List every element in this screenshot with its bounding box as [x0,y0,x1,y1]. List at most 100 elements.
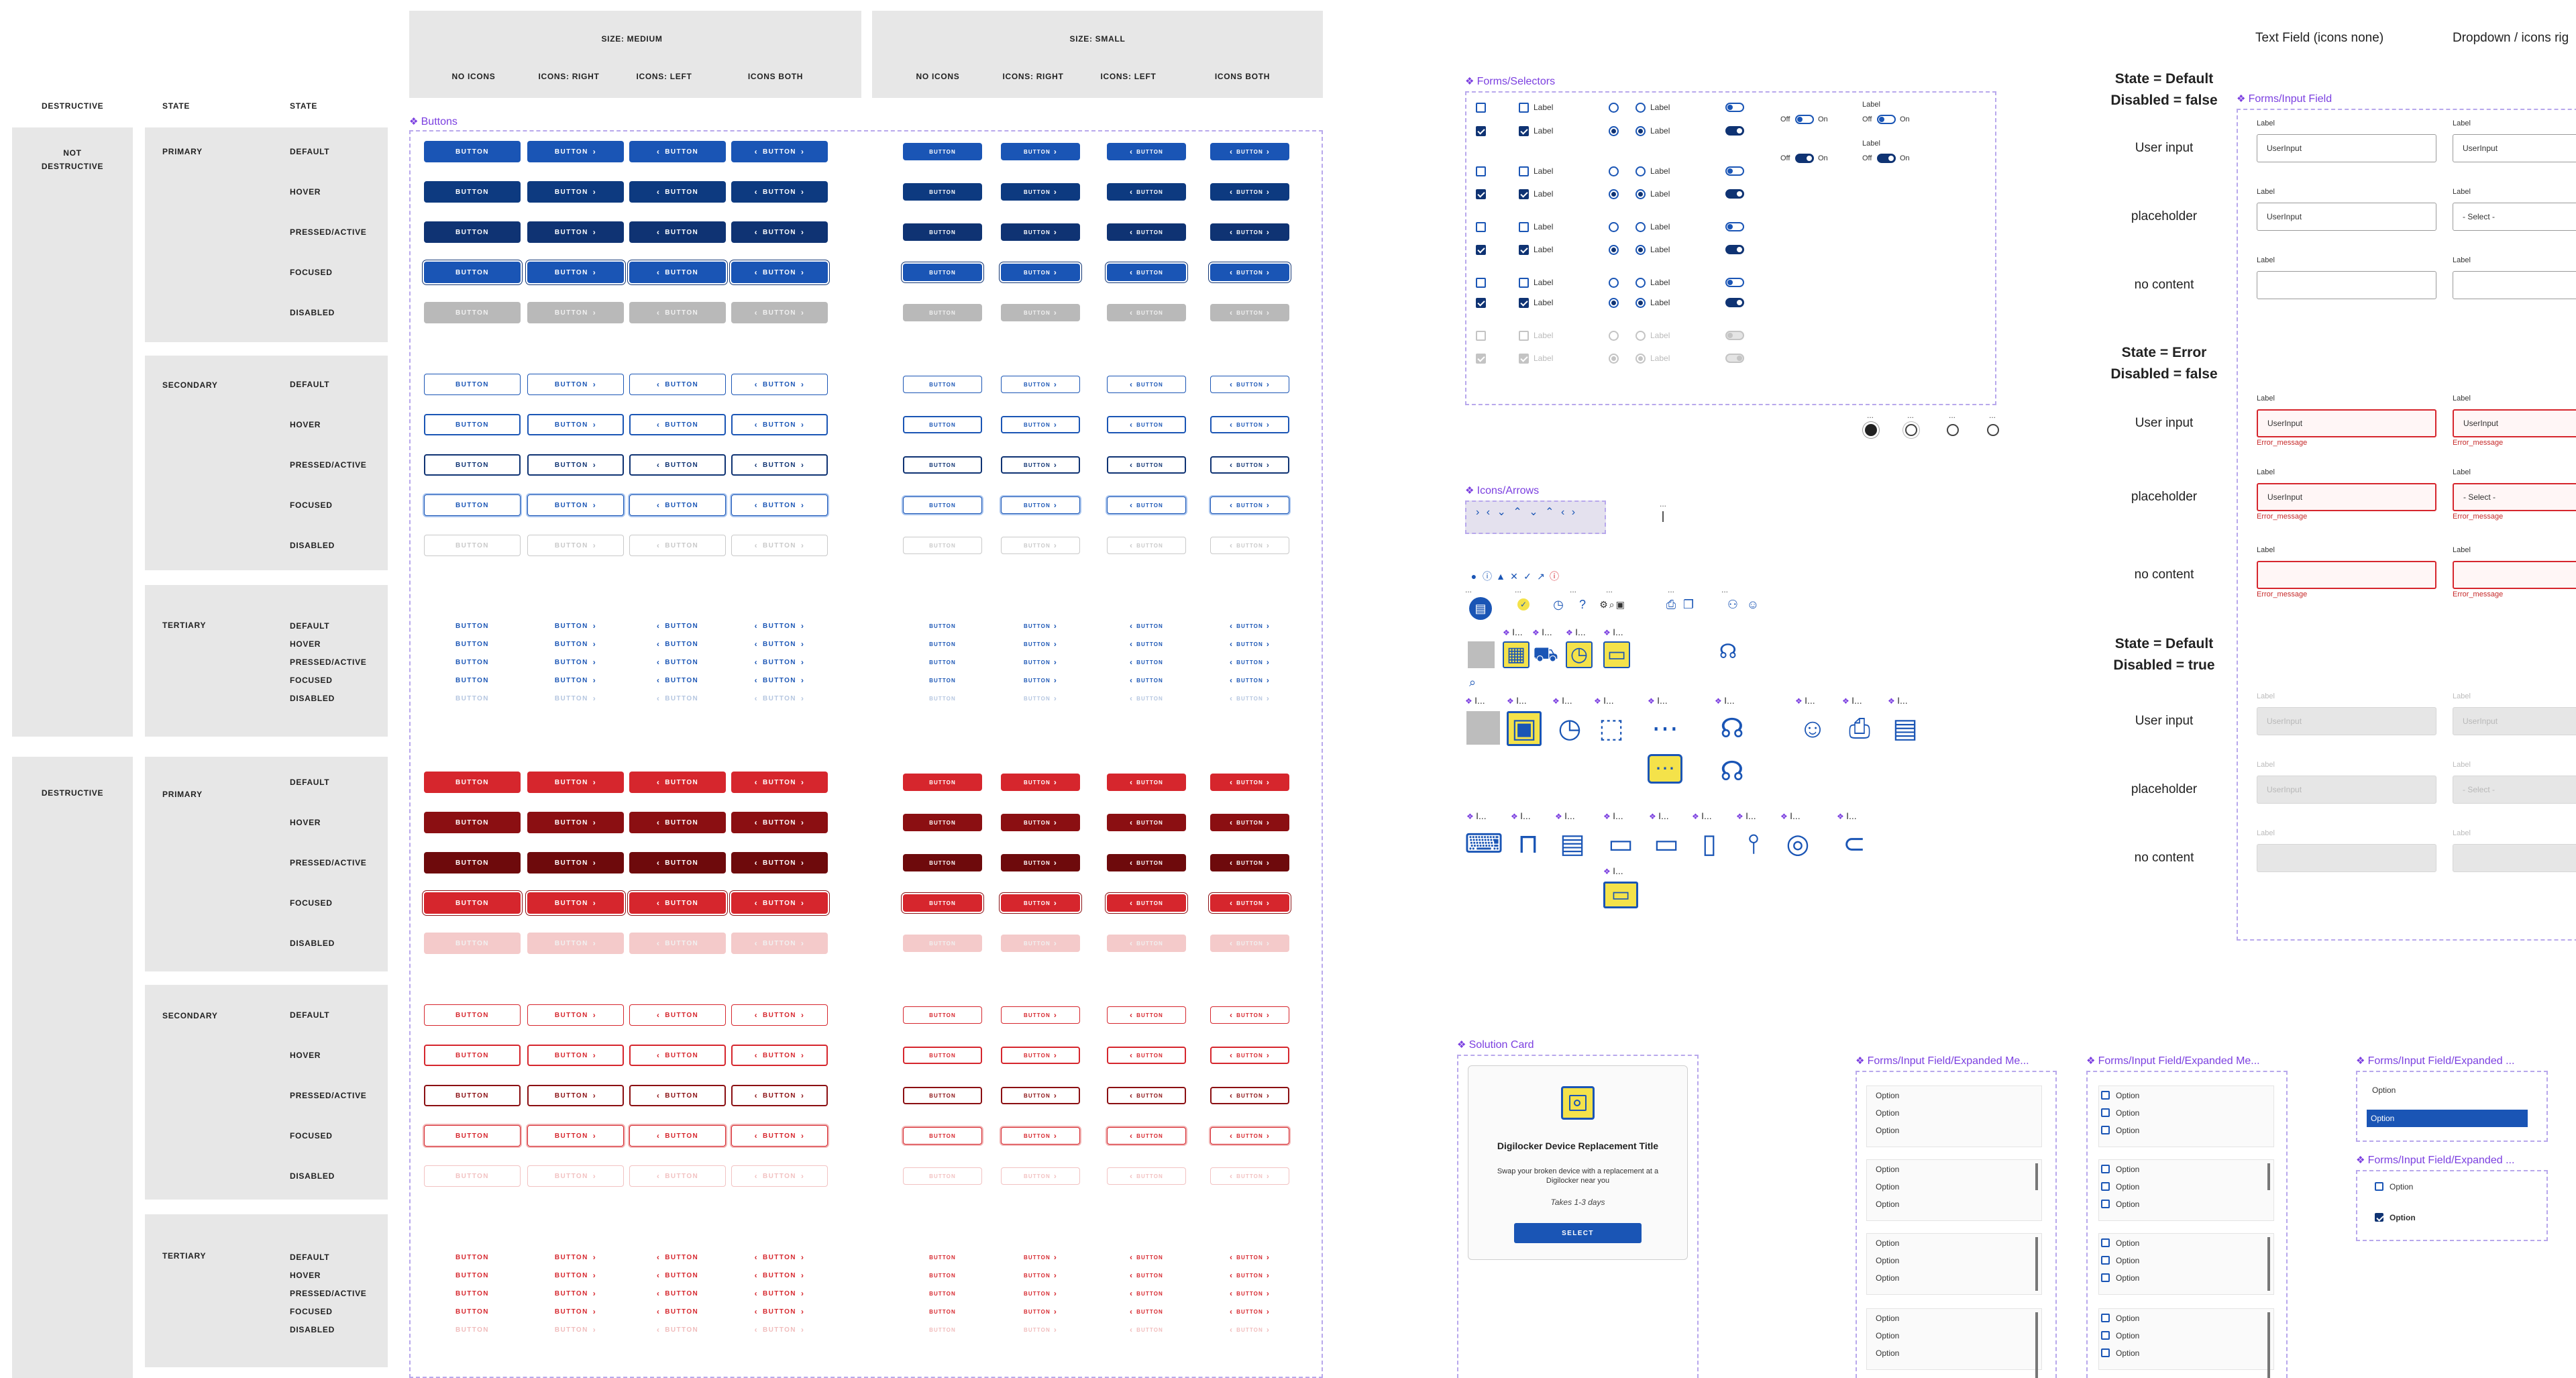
button-blue-outline-s-s1-c3[interactable]: ‹ BUTTON › [1210,416,1289,433]
button-red-outline-s-s1-c1[interactable]: BUTTON › [1001,1047,1080,1064]
checkbox-labeled-3-0[interactable] [1519,278,1529,288]
radio-labeled-0-0[interactable] [1635,103,1646,113]
radio-standalone-0-0[interactable] [1609,103,1619,113]
button-red-outline-m-s1-c0[interactable]: BUTTON [424,1045,521,1066]
button-red-outline-m-s1-c3[interactable]: ‹ BUTTON › [731,1045,828,1066]
button-blue-filled-m-s1-c3[interactable]: ‹ BUTTON › [731,181,828,203]
button-red-text-m-s2-c2[interactable]: ‹ BUTTON [629,1288,726,1299]
button-blue-outline-m-s3-c2[interactable]: ‹ BUTTON [629,494,726,516]
solution-card[interactable]: Digilocker Device Replacement Title Swap… [1468,1065,1688,1260]
button-blue-outline-s-s2-c0[interactable]: BUTTON [903,456,982,474]
button-red-outline-s-s3-c3[interactable]: ‹ BUTTON › [1210,1127,1289,1145]
radio-standalone-2-1[interactable] [1609,245,1619,255]
text-field-4[interactable]: UserInput [2257,483,2436,511]
button-red-filled-m-s2-c0[interactable]: BUTTON [424,852,521,873]
checkbox-labeled-2-1[interactable] [1519,245,1529,255]
button-blue-filled-m-s0-c1[interactable]: BUTTON › [527,141,624,162]
button-red-filled-m-s1-c2[interactable]: ‹ BUTTON [629,812,726,833]
card-select-button[interactable]: SELECT [1514,1223,1642,1243]
button-red-filled-m-s3-c3[interactable]: ‹ BUTTON › [731,892,828,914]
checkbox-standalone-0-1[interactable] [1476,126,1486,136]
button-red-filled-m-s3-c1[interactable]: BUTTON › [527,892,624,914]
button-blue-text-s-s0-c0[interactable]: BUTTON [903,621,982,631]
menu-option-a0-0[interactable]: Option [1876,1091,1900,1100]
menu-checkbox-b0-2[interactable] [2101,1126,2110,1134]
button-red-filled-s-s3-c2[interactable]: ‹ BUTTON [1107,894,1186,912]
labeled-toggle-0[interactable] [1795,115,1814,124]
button-red-filled-s-s1-c3[interactable]: ‹ BUTTON › [1210,814,1289,831]
text-field-5[interactable] [2257,561,2436,589]
button-blue-filled-s-s0-c2[interactable]: ‹ BUTTON [1107,143,1186,160]
button-blue-outline-m-s3-c3[interactable]: ‹ BUTTON › [731,494,828,516]
dropdown-field-3[interactable]: UserInput [2453,409,2576,437]
button-blue-text-m-s0-c3[interactable]: ‹ BUTTON › [731,621,828,631]
button-red-outline-s-s3-c1[interactable]: BUTTON › [1001,1127,1080,1145]
button-red-outline-s-s2-c0[interactable]: BUTTON [903,1087,982,1104]
button-red-outline-m-s1-c2[interactable]: ‹ BUTTON [629,1045,726,1066]
menu-option-a0-1[interactable]: Option [1876,1108,1900,1118]
text-field-0[interactable]: UserInput [2257,134,2436,162]
button-blue-filled-s-s3-c3[interactable]: ‹ BUTTON › [1210,264,1289,281]
menu-option-b1-2[interactable]: Option [2116,1200,2140,1209]
button-red-text-m-s0-c0[interactable]: BUTTON [424,1252,521,1263]
checkbox-standalone-2-1[interactable] [1476,245,1486,255]
button-red-filled-m-s0-c1[interactable]: BUTTON › [527,772,624,793]
button-blue-filled-s-s2-c1[interactable]: BUTTON › [1001,223,1080,241]
dropdown-field-4[interactable]: - Select - [2453,483,2576,511]
button-blue-outline-s-s3-c1[interactable]: BUTTON › [1001,496,1080,514]
button-blue-filled-s-s1-c3[interactable]: ‹ BUTTON › [1210,183,1289,201]
menu-option-b0-1[interactable]: Option [2116,1108,2140,1118]
button-blue-text-s-s3-c2[interactable]: ‹ BUTTON [1107,675,1186,686]
button-blue-filled-s-s3-c1[interactable]: BUTTON › [1001,264,1080,281]
button-blue-text-m-s2-c1[interactable]: BUTTON › [527,657,624,668]
dropdown-field-0[interactable]: UserInput [2453,134,2576,162]
button-blue-outline-s-s3-c3[interactable]: ‹ BUTTON › [1210,496,1289,514]
menu-scrollbar-b2[interactable] [2267,1237,2270,1291]
menu-checkbox-b3-0[interactable] [2101,1314,2110,1322]
menu-checkbox-b1-0[interactable] [2101,1165,2110,1173]
button-blue-outline-s-s2-c1[interactable]: BUTTON › [1001,456,1080,474]
menu-checkbox-d1[interactable] [2375,1213,2383,1222]
text-field-2[interactable] [2257,271,2436,299]
button-red-filled-m-s2-c1[interactable]: BUTTON › [527,852,624,873]
button-red-outline-m-s2-c3[interactable]: ‹ BUTTON › [731,1085,828,1106]
menu-checkbox-b0-0[interactable] [2101,1091,2110,1100]
toggle-1-1[interactable] [1725,189,1744,199]
menu-option-a3-2[interactable]: Option [1876,1348,1900,1358]
button-blue-text-m-s0-c1[interactable]: BUTTON › [527,621,624,631]
text-field-3[interactable]: UserInput [2257,409,2436,437]
menu-option-b2-2[interactable]: Option [2116,1273,2140,1283]
button-red-text-s-s3-c3[interactable]: ‹ BUTTON › [1210,1306,1289,1317]
button-blue-text-s-s1-c0[interactable]: BUTTON [903,639,982,649]
button-red-filled-s-s1-c2[interactable]: ‹ BUTTON [1107,814,1186,831]
button-red-text-s-s0-c2[interactable]: ‹ BUTTON [1107,1252,1186,1263]
button-blue-filled-s-s2-c3[interactable]: ‹ BUTTON › [1210,223,1289,241]
button-red-outline-s-s3-c0[interactable]: BUTTON [903,1127,982,1145]
menu-scrollbar-a1[interactable] [2035,1163,2038,1190]
button-blue-filled-m-s0-c2[interactable]: ‹ BUTTON [629,141,726,162]
text-field-1[interactable]: UserInput [2257,203,2436,231]
menu-option-a3-1[interactable]: Option [1876,1331,1900,1340]
menu-option-a0-2[interactable]: Option [1876,1126,1900,1135]
button-red-outline-s-s3-c2[interactable]: ‹ BUTTON [1107,1127,1186,1145]
button-blue-filled-s-s0-c1[interactable]: BUTTON › [1001,143,1080,160]
radio-labeled-1-0[interactable] [1635,166,1646,176]
button-blue-text-s-s2-c1[interactable]: BUTTON › [1001,657,1080,668]
button-blue-filled-m-s1-c2[interactable]: ‹ BUTTON [629,181,726,203]
button-red-filled-s-s0-c2[interactable]: ‹ BUTTON [1107,774,1186,791]
menu-option-d0[interactable]: Option [2390,1182,2414,1191]
menu-option-b3-0[interactable]: Option [2116,1314,2140,1323]
menu-option-a2-0[interactable]: Option [1876,1238,1900,1248]
pagination-dot-3[interactable] [1947,424,1959,436]
menu-checkbox-b1-1[interactable] [2101,1182,2110,1191]
dropdown-field-1[interactable]: - Select - [2453,203,2576,231]
menu-option-a1-2[interactable]: Option [1876,1200,1900,1209]
checkbox-standalone-0-0[interactable] [1476,103,1486,113]
menu-option-a1-0[interactable]: Option [1876,1165,1900,1174]
button-blue-outline-m-s3-c0[interactable]: BUTTON [424,494,521,516]
button-red-outline-m-s0-c2[interactable]: ‹ BUTTON [629,1004,726,1026]
menu-option-a3-0[interactable]: Option [1876,1314,1900,1323]
button-blue-filled-s-s1-c2[interactable]: ‹ BUTTON [1107,183,1186,201]
button-blue-outline-s-s0-c3[interactable]: ‹ BUTTON › [1210,376,1289,393]
button-red-outline-s-s0-c2[interactable]: ‹ BUTTON [1107,1006,1186,1024]
